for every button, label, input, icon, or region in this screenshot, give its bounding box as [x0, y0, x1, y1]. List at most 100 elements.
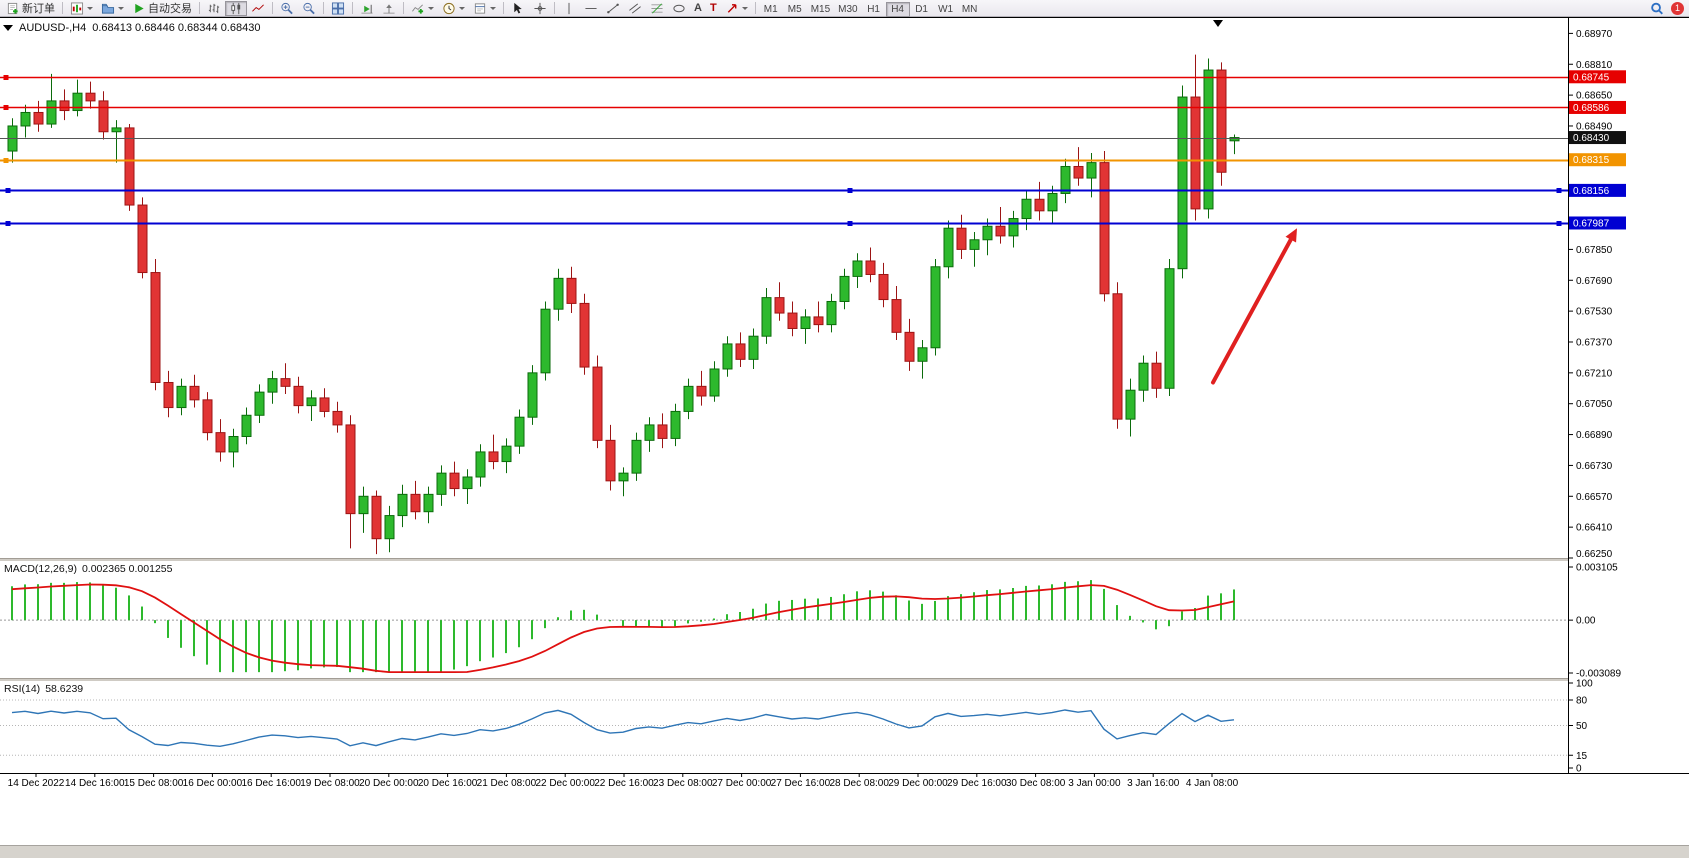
svg-text:0.68430: 0.68430: [1573, 133, 1610, 144]
svg-text:100: 100: [1576, 679, 1593, 690]
new-order-icon: [6, 2, 20, 15]
candle: [293, 376, 304, 414]
crosshair-button[interactable]: [529, 1, 551, 16]
svg-text:19 Dec 08:00: 19 Dec 08:00: [300, 778, 360, 789]
toolbar-separator: [754, 2, 756, 14]
candle: [748, 328, 759, 369]
bar-chart-type-button[interactable]: [203, 1, 225, 16]
trend-arrow-annotation[interactable]: [1211, 228, 1297, 385]
timeframe-button-m30[interactable]: M30: [834, 2, 861, 17]
hline-price-label: 0.67987: [1569, 216, 1626, 230]
timeframe-button-d1[interactable]: D1: [910, 2, 934, 17]
candle: [436, 465, 447, 506]
svg-text:0.68315: 0.68315: [1573, 155, 1610, 166]
indicators-button[interactable]: [407, 1, 438, 16]
svg-text:27 Dec 00:00: 27 Dec 00:00: [712, 778, 772, 789]
new-chart-icon: [70, 1, 84, 15]
auto-trading-button[interactable]: 自动交易: [128, 1, 196, 16]
line-chart-type-button[interactable]: [247, 1, 269, 16]
candle: [1060, 158, 1071, 204]
candle: [137, 197, 148, 279]
candle: [852, 253, 863, 288]
svg-text:0.68810: 0.68810: [1576, 60, 1613, 71]
fibonacci-button[interactable]: [646, 1, 668, 16]
candle: [1138, 355, 1149, 402]
candle: [956, 214, 967, 260]
timeframe-button-h4[interactable]: H4: [885, 2, 910, 17]
hline-price-label: 0.68586: [1569, 100, 1626, 114]
horizontal-line[interactable]: [0, 75, 1568, 80]
tile-windows-icon: [331, 1, 345, 15]
new-order-button[interactable]: 新订单: [2, 1, 59, 16]
panel-splitter[interactable]: [0, 558, 1689, 561]
svg-text:0.68586: 0.68586: [1573, 103, 1610, 114]
horizontal-line[interactable]: [0, 105, 1568, 110]
candle: [358, 486, 369, 533]
svg-text:29 Dec 00:00: 29 Dec 00:00: [888, 778, 948, 789]
zoom-out-button[interactable]: [298, 1, 320, 16]
candle: [462, 469, 473, 504]
candle: [423, 486, 434, 524]
timeframe-button-m5[interactable]: M5: [783, 2, 807, 17]
search-button[interactable]: [1646, 1, 1668, 16]
rsi-line: [11, 709, 1235, 748]
toolbar-separator: [554, 2, 555, 14]
price-chart-canvas[interactable]: 0.68970 0.68810 0.68650 0.68490 0.67850 0.676…: [0, 17, 1689, 845]
timeframe-button-h1[interactable]: H1: [862, 2, 886, 17]
chart-shift-icon: [382, 2, 396, 15]
text-label-glyph: T: [709, 2, 717, 14]
panel-splitter[interactable]: [0, 678, 1689, 681]
tile-windows-button[interactable]: [327, 1, 349, 16]
profiles-button[interactable]: [97, 1, 128, 16]
horizontal-line[interactable]: [0, 158, 1568, 163]
shapes-button[interactable]: [668, 1, 690, 16]
search-icon: [1650, 2, 1664, 15]
svg-text:0.66250: 0.66250: [1576, 549, 1613, 560]
candle: [618, 467, 629, 497]
candle: [722, 336, 733, 377]
line-handle: [847, 221, 853, 226]
chart-shift-button[interactable]: [378, 1, 400, 16]
timeframe-button-mn[interactable]: MN: [958, 2, 982, 17]
timeframe-button-m1[interactable]: M1: [759, 2, 783, 17]
svg-text:0.67690: 0.67690: [1576, 276, 1613, 287]
text-button[interactable]: A: [690, 1, 706, 16]
zoom-in-icon: [280, 2, 294, 15]
toolbar-separator: [352, 2, 353, 14]
periods-button[interactable]: [438, 1, 469, 16]
candle: [787, 301, 798, 337]
timeframe-button-m15[interactable]: M15: [807, 2, 834, 17]
horizontal-line[interactable]: [0, 188, 1568, 193]
candle: [865, 247, 876, 283]
candle: [306, 390, 317, 422]
auto-scroll-icon: [360, 2, 374, 15]
horizontal-scrollbar[interactable]: [0, 845, 1689, 858]
price-scale[interactable]: 0.68970 0.68810 0.68650 0.68490 0.67850 0.676…: [1568, 17, 1689, 775]
zoom-in-button[interactable]: [276, 1, 298, 16]
text-label-button[interactable]: T: [706, 1, 721, 16]
svg-text:3 Jan 16:00: 3 Jan 16:00: [1127, 778, 1180, 789]
trendline-icon: [606, 2, 620, 15]
channel-button[interactable]: [624, 1, 646, 16]
candle: [1008, 210, 1019, 248]
candle: [163, 370, 174, 418]
arrows-button[interactable]: [721, 1, 752, 16]
notification-badge[interactable]: 1: [1671, 1, 1684, 15]
toolbar-separator: [403, 2, 404, 14]
vertical-line-button[interactable]: [558, 1, 580, 16]
cursor-button[interactable]: [507, 1, 529, 16]
candle: [280, 363, 291, 395]
candlestick-type-button[interactable]: [225, 0, 247, 16]
new-chart-button[interactable]: [66, 1, 97, 16]
current-price-label: 0.68430: [1569, 131, 1626, 145]
auto-scroll-button[interactable]: [356, 1, 378, 16]
horizontal-line[interactable]: [0, 221, 1568, 226]
zoom-out-icon: [302, 2, 316, 15]
templates-button[interactable]: [469, 1, 500, 16]
timeframe-button-w1[interactable]: W1: [934, 2, 958, 17]
horizontal-line-button[interactable]: [580, 1, 602, 16]
line-handle: [3, 75, 9, 80]
trendline-button[interactable]: [602, 1, 624, 16]
time-axis[interactable]: 14 Dec 2022 14 Dec 16:00 15 Dec 08:00 16 De…: [0, 773, 1689, 789]
one-click-trading-icon[interactable]: [3, 25, 13, 31]
